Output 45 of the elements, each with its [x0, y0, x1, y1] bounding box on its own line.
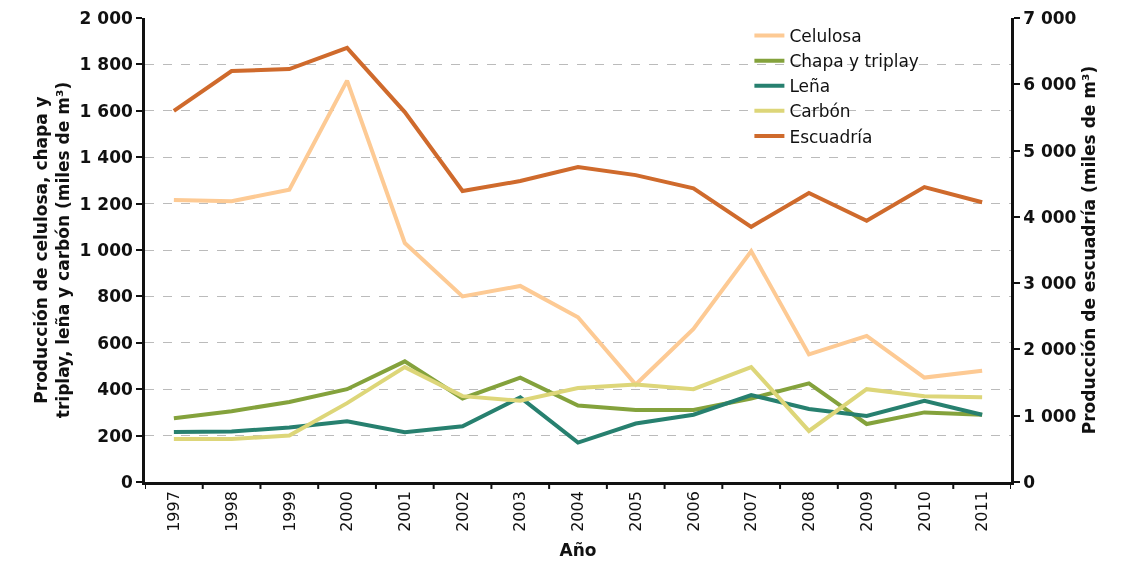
y2-tick-label: 4 000	[1023, 206, 1077, 227]
x-tick-label: 2006	[683, 491, 703, 532]
x-tick-label: 2008	[799, 491, 819, 532]
y2-tick-label: 5 000	[1023, 140, 1077, 161]
legend-label: Escuadría	[789, 126, 873, 147]
x-tick-label: 2010	[914, 491, 934, 532]
y2-axis-title: Producción de escuadría (miles de m³)	[1078, 65, 1099, 435]
x-tick-label: 2011	[972, 491, 992, 532]
y2-tick-label: 6 000	[1023, 74, 1077, 95]
legend-label: Celulosa	[789, 26, 862, 47]
y-tick-label: 1 200	[79, 193, 134, 214]
y-tick-label: 1 400	[79, 147, 134, 168]
y-tick-label: 400	[97, 379, 134, 400]
y-tick-label: 1 000	[79, 239, 134, 260]
y2-tick-label: 3 000	[1023, 273, 1077, 294]
x-tick-label: 1998	[221, 491, 241, 532]
y2-tick-label: 7 000	[1023, 7, 1077, 28]
x-tick-label: 2000	[337, 491, 357, 532]
line-series	[171, 365, 985, 442]
x-tick-label: 2009	[856, 491, 876, 532]
x-tick-label: 2004	[568, 491, 588, 532]
y2-tick-label: 2 000	[1023, 339, 1077, 360]
y-tick-label: 800	[97, 286, 134, 307]
y2-tick-label: 1 000	[1023, 405, 1077, 426]
y2-tick-label: 0	[1023, 471, 1036, 492]
x-tick-label: 1997	[164, 491, 184, 532]
x-tick-label: 2001	[395, 491, 414, 532]
y-tick-label: 1 800	[79, 54, 134, 75]
x-tick-label: 2002	[452, 491, 472, 532]
y-tick-label: 1 600	[79, 100, 134, 121]
line-series	[171, 393, 985, 445]
y-axis-title: Producción de celulosa, chapa y triplay, leña y carbón (miles de m³)	[31, 81, 74, 419]
y-tick-label: 2 000	[79, 7, 134, 28]
legend-label: Carbón	[789, 101, 851, 122]
line-series	[171, 45, 985, 229]
x-tick-label: 1999	[279, 491, 299, 532]
y-tick-label: 600	[97, 332, 134, 353]
legend-label: Leña	[789, 76, 831, 97]
x-tick-label: 2003	[510, 491, 530, 532]
legend-label: Chapa y triplay	[789, 51, 919, 72]
y-tick-label: 0	[121, 471, 134, 492]
x-axis-title: Año	[559, 540, 597, 561]
x-tick-label: 2005	[625, 491, 645, 532]
x-tick-label: 2007	[741, 491, 761, 532]
y-tick-label: 200	[97, 425, 134, 446]
